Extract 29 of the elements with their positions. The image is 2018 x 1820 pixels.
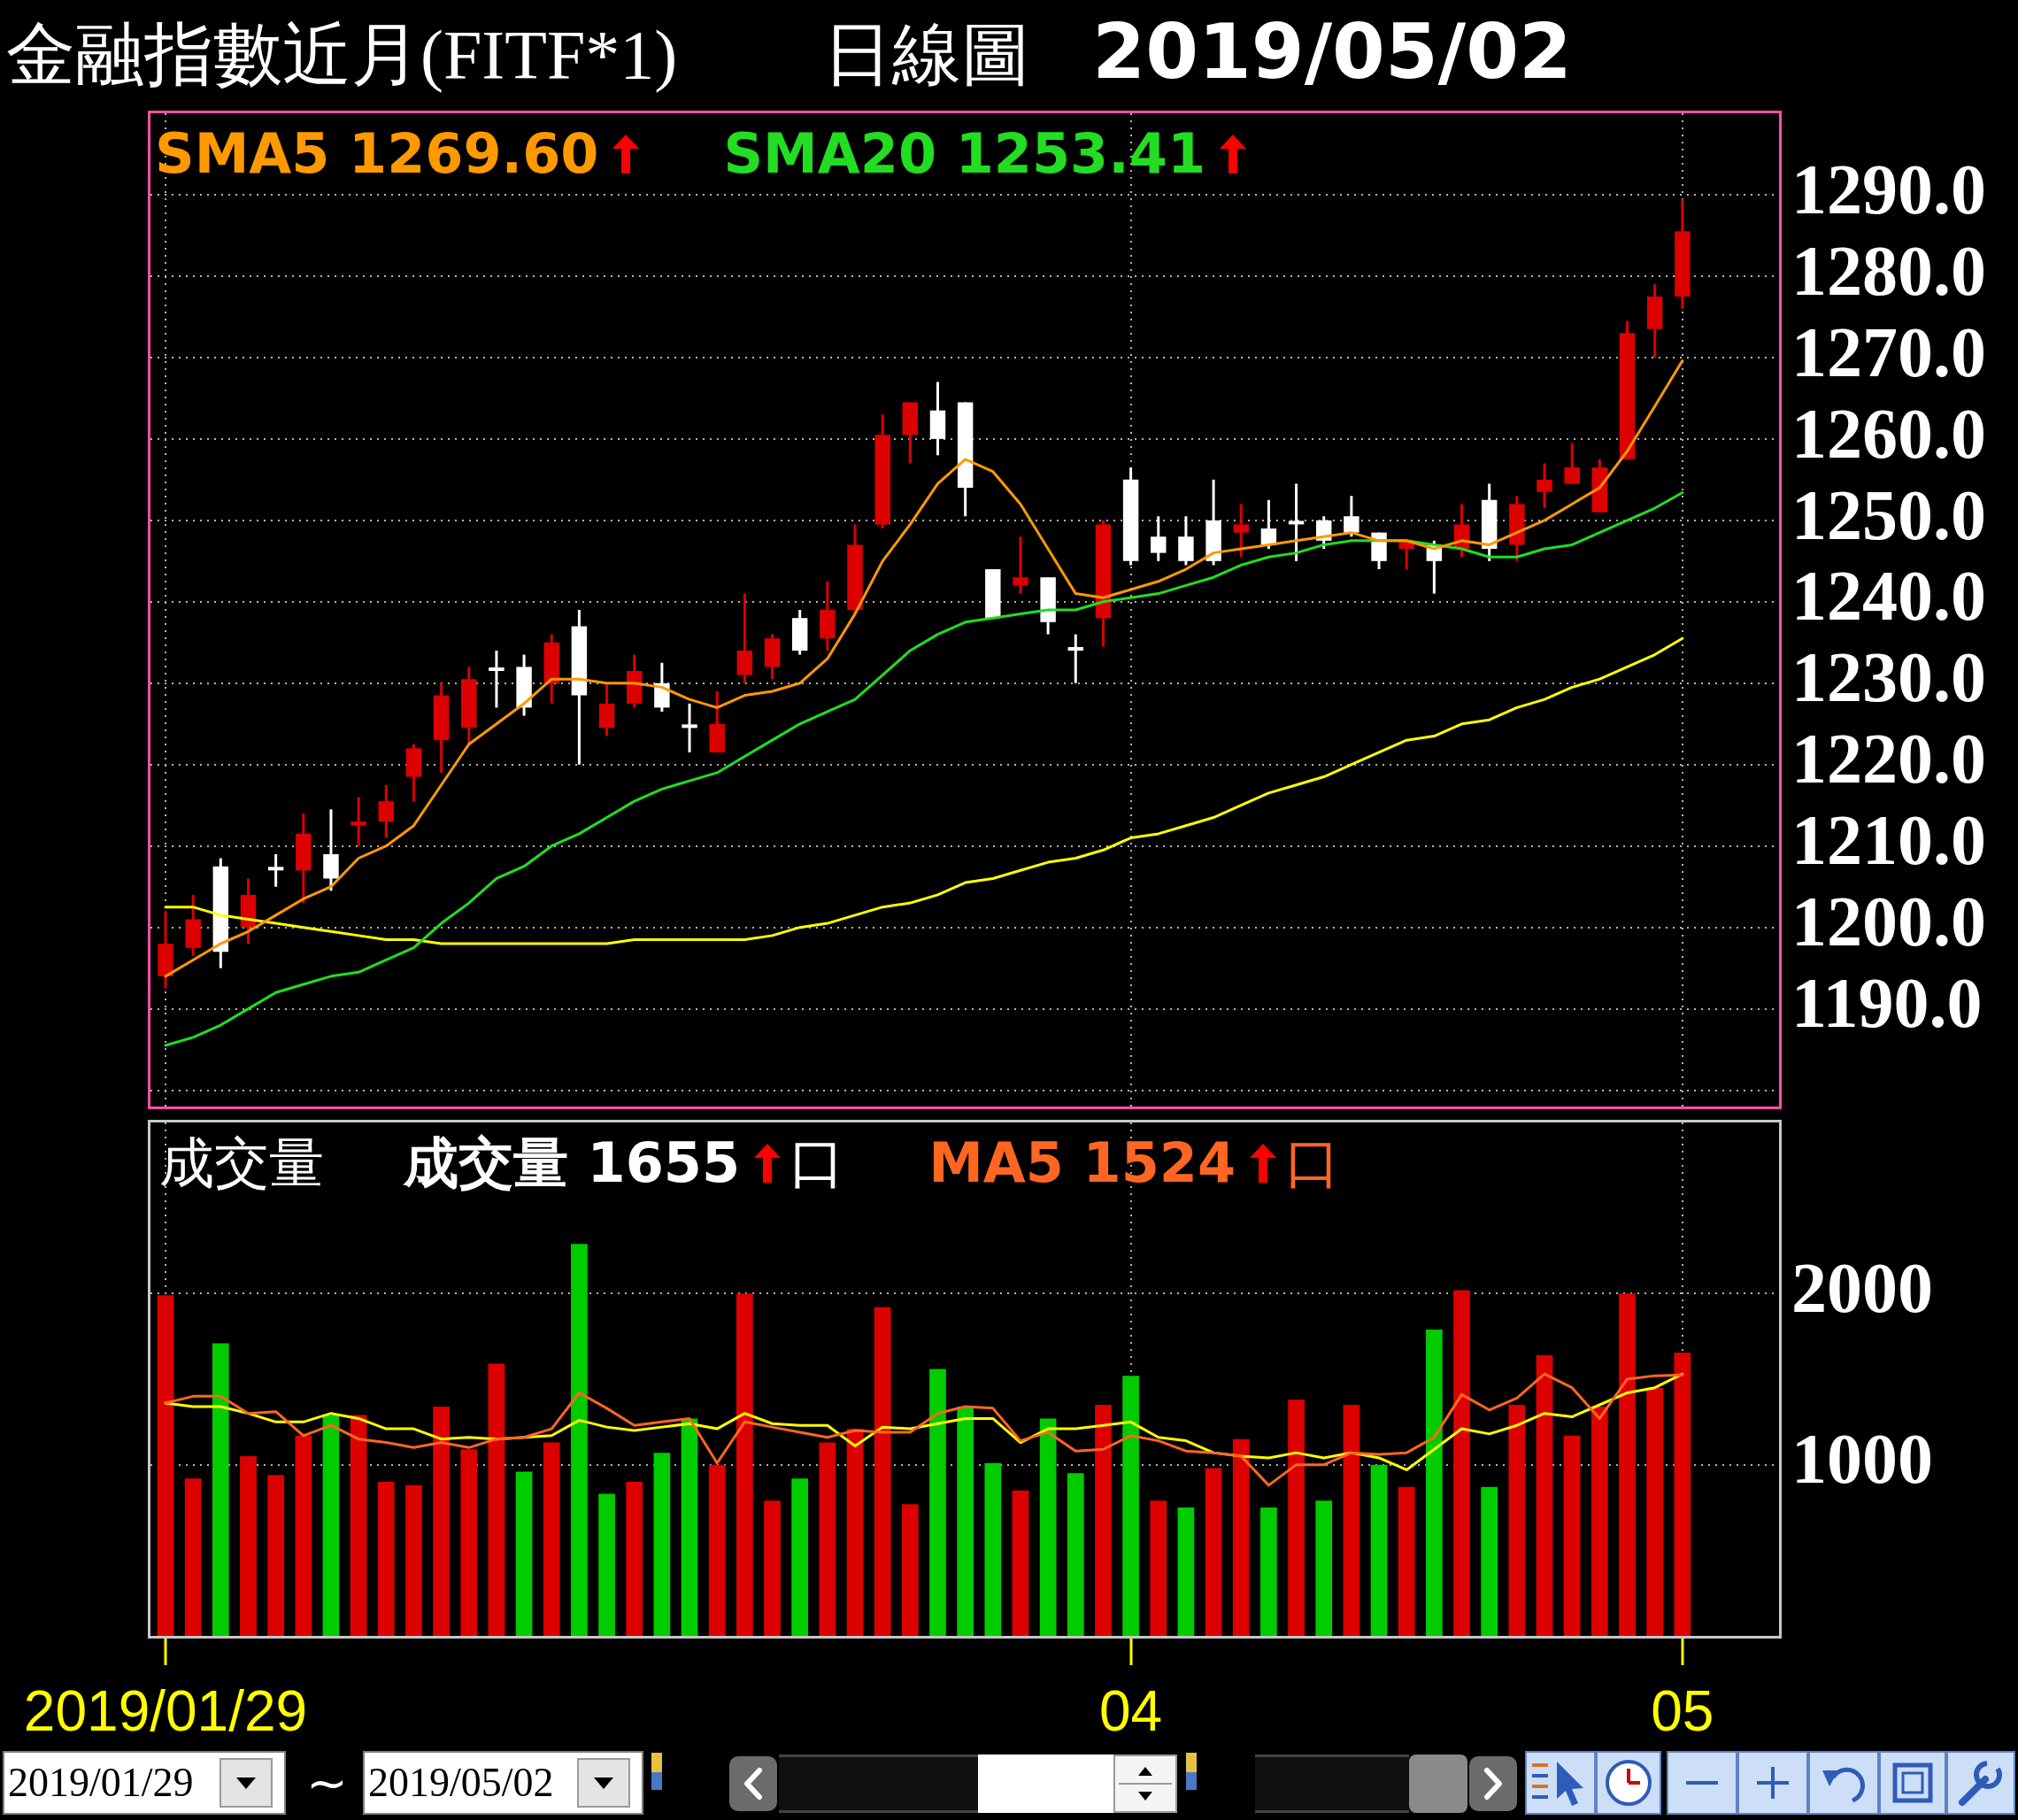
text: 2019/05/02 [1092, 7, 1572, 96]
y-tick-label: 1250.0 [1791, 475, 1986, 554]
chart-title: 金融指數近月(FITF*1) [6, 15, 678, 95]
y-tick-label: 1200.0 [1791, 883, 1986, 961]
text: SMA20 1253.41 [723, 121, 1206, 186]
chart-subtitle: 日線圖 [823, 15, 1031, 95]
x-tick-label: 05 [1651, 1679, 1714, 1744]
y-tick-label: 1190.0 [1791, 964, 1983, 1043]
chart-title: 成交量 [159, 1133, 324, 1194]
y-tick-label: 1230.0 [1791, 638, 1986, 717]
y-tick-label: 1000 [1791, 1420, 1933, 1499]
text: 口 [1285, 1133, 1341, 1193]
y-tick-label: 1210.0 [1791, 801, 1986, 880]
y-tick-label: 1220.0 [1791, 720, 1986, 798]
x-tick-label: 2019/01/29 [23, 1679, 308, 1744]
text: MA5 1524 [928, 1130, 1236, 1195]
y-tick-label: 1240.0 [1791, 557, 1986, 636]
text: ~ [306, 1754, 348, 1811]
y-tick-label: 1280.0 [1791, 231, 1986, 310]
date-field: 2019/05/02 [363, 1751, 643, 1815]
text: SMA5 1269.60 [155, 121, 599, 186]
x-tick-label: 04 [1099, 1679, 1163, 1744]
y-tick-label: 1290.0 [1791, 150, 1986, 228]
y-tick-label: 2000 [1791, 1249, 1933, 1328]
y-tick-label: 1270.0 [1791, 312, 1986, 391]
y-axis-title: 口 [789, 1133, 845, 1194]
date-field: 2019/01/29 [3, 1751, 286, 1815]
y-tick-label: 1260.0 [1791, 394, 1986, 473]
series-label: 成交量 1655 [404, 1130, 741, 1195]
